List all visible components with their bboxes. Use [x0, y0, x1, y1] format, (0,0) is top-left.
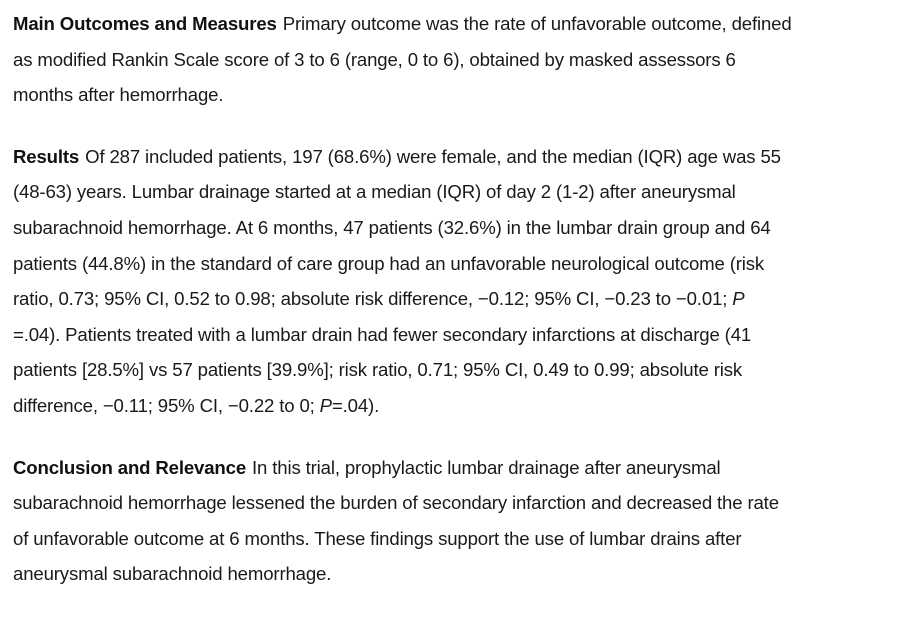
abstract-body: Main Outcomes and Measures Primary outcom…	[13, 6, 898, 618]
text-segment: subarachnoid hemorrhage lessened the bur…	[13, 492, 779, 514]
text-segment: months after hemorrhage.	[13, 84, 224, 106]
text-line: =.04). Patients treated with a lumbar dr…	[13, 317, 898, 353]
text-line: months after hemorrhage.	[13, 77, 898, 113]
text-line: as modified Rankin Scale score of 3 to 6…	[13, 42, 898, 78]
text-segment: In this trial, prophylactic lumbar drain…	[252, 456, 721, 478]
text-segment: difference, −0.11; 95% CI, −0.22 to 0;	[13, 394, 320, 416]
text-segment: (48-63) years. Lumbar drainage started a…	[13, 181, 736, 203]
text-segment: of unfavorable outcome at 6 months. Thes…	[13, 527, 742, 549]
italic-text: P	[732, 288, 745, 310]
section-main-outcomes-and-measures: Main Outcomes and Measures Primary outcom…	[13, 6, 898, 113]
section-heading: Conclusion and Relevance	[13, 456, 247, 478]
text-line: difference, −0.11; 95% CI, −0.22 to 0; P…	[13, 388, 898, 424]
text-segment: as modified Rankin Scale score of 3 to 6…	[13, 48, 736, 70]
text-line: patients [28.5%] vs 57 patients [39.9%];…	[13, 352, 898, 388]
text-segment: ratio, 0.73; 95% CI, 0.52 to 0.98; absol…	[13, 288, 733, 310]
text-line: subarachnoid hemorrhage lessened the bur…	[13, 485, 898, 521]
text-segment: =.04).	[331, 394, 380, 416]
text-line: Main Outcomes and Measures Primary outcom…	[13, 6, 898, 42]
text-line: (48-63) years. Lumbar drainage started a…	[13, 174, 898, 210]
section-results: Results Of 287 included patients, 197 (68…	[13, 139, 898, 424]
text-segment: patients (44.8%) in the standard of care…	[13, 252, 765, 274]
text-line: aneurysmal subarachnoid hemorrhage.	[13, 556, 898, 592]
text-line: Conclusion and Relevance In this trial, p…	[13, 450, 898, 486]
text-line: ratio, 0.73; 95% CI, 0.52 to 0.98; absol…	[13, 281, 898, 317]
text-line: subarachnoid hemorrhage. At 6 months, 47…	[13, 210, 898, 246]
text-segment: subarachnoid hemorrhage. At 6 months, 47…	[13, 216, 771, 238]
section-conclusion-and-relevance: Conclusion and Relevance In this trial, p…	[13, 450, 898, 592]
text-segment: Primary outcome was the rate of unfavora…	[282, 13, 792, 34]
text-line: Results Of 287 included patients, 197 (68…	[13, 139, 898, 175]
text-segment: aneurysmal subarachnoid hemorrhage.	[13, 563, 332, 585]
text-line: of unfavorable outcome at 6 months. Thes…	[13, 521, 898, 557]
section-heading: Results	[13, 145, 80, 167]
text-segment: =.04). Patients treated with a lumbar dr…	[13, 323, 752, 345]
section-heading: Main Outcomes and Measures	[13, 13, 277, 34]
text-segment: Of 287 included patients, 197 (68.6%) we…	[85, 145, 781, 167]
text-segment: patients [28.5%] vs 57 patients [39.9%];…	[13, 359, 743, 381]
italic-text: P	[319, 394, 332, 416]
text-line: patients (44.8%) in the standard of care…	[13, 246, 898, 282]
